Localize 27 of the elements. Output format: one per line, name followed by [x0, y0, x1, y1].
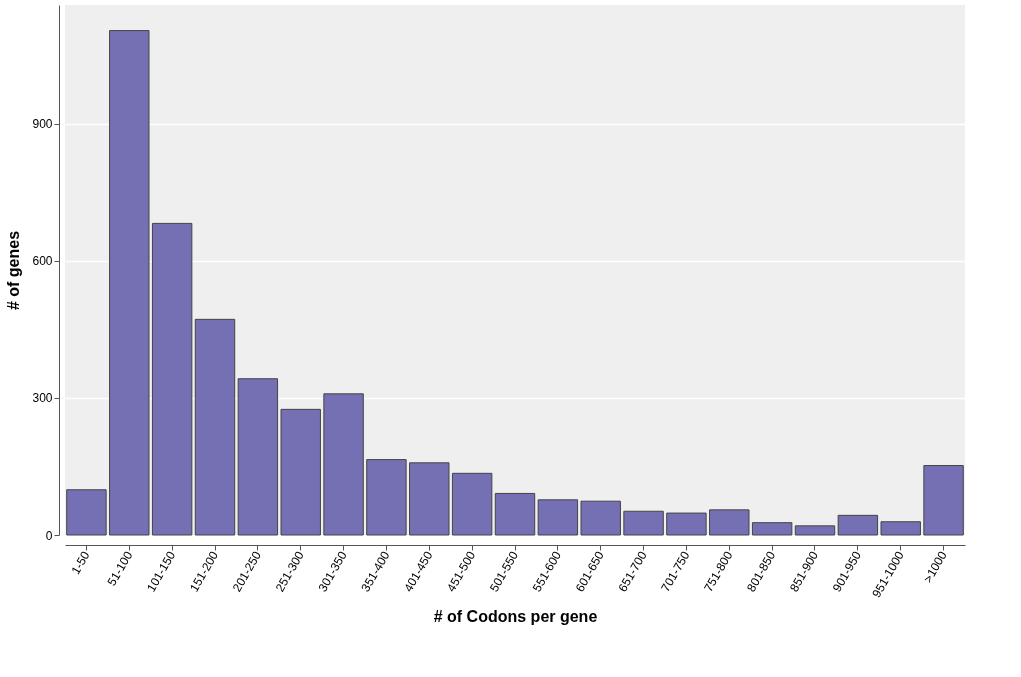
bar: [494, 492, 536, 536]
bar: [580, 500, 621, 536]
bar: [151, 222, 193, 536]
y-tick-label: 0: [45, 528, 53, 543]
bar: [323, 393, 364, 536]
bar: [794, 525, 836, 536]
bar: [923, 465, 964, 536]
bar: [837, 514, 879, 536]
y-tick-label: 900: [32, 117, 53, 132]
x-axis-title: # of Codons per gene: [433, 608, 598, 626]
bar: [666, 512, 707, 536]
bar: [280, 408, 321, 536]
y-tick-label: 600: [32, 254, 53, 269]
bar: [409, 462, 450, 536]
bar: [880, 521, 921, 536]
bar: [366, 459, 407, 536]
y-axis-title: # of genes: [5, 230, 23, 311]
bar: [751, 522, 793, 536]
bar: [237, 378, 279, 536]
bar: [537, 499, 579, 536]
bar: [66, 489, 107, 536]
bar: [623, 510, 664, 536]
bar: [451, 472, 493, 536]
y-tick-label: 300: [32, 391, 53, 406]
bar: [709, 509, 750, 536]
bar: [194, 318, 236, 536]
bar: [109, 30, 150, 536]
